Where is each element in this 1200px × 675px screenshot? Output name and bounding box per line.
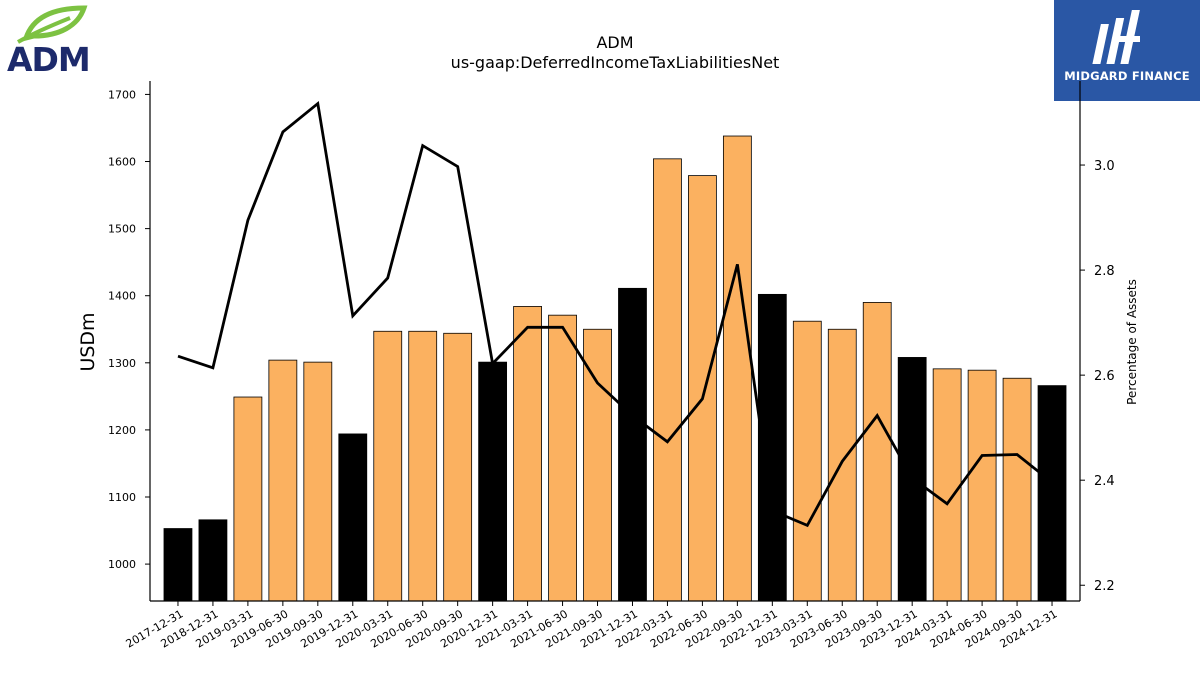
company-logo-text: ADM — [7, 40, 91, 79]
y2-tick-label: 2.8 — [1094, 264, 1115, 279]
y2-tick-label: 2.4 — [1094, 474, 1115, 489]
y-tick-label: 1100 — [108, 491, 136, 504]
bar-2019-06-30 — [268, 359, 298, 602]
y2-axis-label: Percentage of Assets — [1125, 279, 1139, 405]
chart-subtitle: us-gaap:DeferredIncomeTaxLiabilitiesNet — [451, 53, 780, 72]
y-tick-label: 1400 — [108, 290, 136, 303]
y2-tick-label: 3.0 — [1094, 159, 1115, 174]
bar-2021-06-30 — [548, 314, 577, 602]
bar-2019-03-31 — [233, 396, 263, 602]
bar-2020-12-31 — [478, 361, 508, 602]
bar-2017-12-31 — [163, 528, 193, 602]
bar-2018-12-31 — [198, 519, 228, 602]
y2-tick-label: 2.6 — [1094, 369, 1115, 384]
bar-2023-09-30 — [862, 302, 892, 602]
y-axis-label: USDm — [77, 312, 99, 371]
chart-title: ADM — [596, 33, 633, 52]
leaf-icon — [17, 5, 88, 44]
bar-2023-03-31 — [792, 320, 822, 602]
y-tick-label: 1000 — [108, 558, 136, 571]
bar-2022-09-30 — [722, 135, 752, 602]
bar-2020-06-30 — [408, 330, 438, 602]
bar-2024-12-31 — [1037, 385, 1067, 602]
bar-2022-06-30 — [688, 175, 717, 602]
bar-2021-12-31 — [618, 287, 647, 602]
y-tick-label: 1500 — [108, 223, 136, 236]
y-tick-label: 1600 — [108, 156, 136, 169]
bar-2023-06-30 — [827, 328, 857, 602]
y2-tick-label: 2.2 — [1094, 579, 1115, 594]
company-logo: ADM — [4, 4, 100, 79]
y-tick-label: 1700 — [108, 88, 136, 101]
bar-2022-03-31 — [653, 158, 682, 602]
bar-2021-09-30 — [583, 328, 612, 602]
bar-2024-09-30 — [1002, 377, 1032, 602]
bar-2020-09-30 — [443, 332, 473, 602]
y-tick-label: 1300 — [108, 357, 136, 370]
bar-2021-03-31 — [513, 306, 542, 602]
bar-2020-03-31 — [373, 330, 403, 602]
publisher-logo: MIDGARD FINANCE — [1054, 0, 1200, 101]
line-series-pct-assets — [177, 100, 1053, 528]
bar-2019-09-30 — [303, 361, 333, 602]
publisher-logo-text: MIDGARD FINANCE — [1064, 69, 1190, 83]
publisher-mark-icon — [1092, 10, 1140, 64]
bar-2019-12-31 — [338, 433, 368, 602]
bar-2024-03-31 — [932, 368, 962, 602]
bar-2024-06-30 — [967, 369, 997, 602]
y-tick-label: 1200 — [108, 424, 136, 437]
